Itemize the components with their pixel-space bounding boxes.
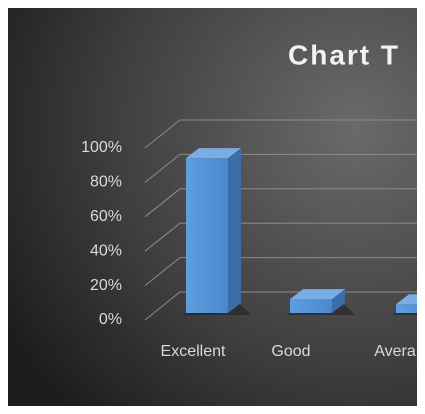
plot-area: Chart T 0% 20% 40% 60% 80% 100% Excellent Good A…: [81, 39, 417, 360]
x-tick-label: Good: [271, 343, 310, 360]
grid-line: [144, 188, 417, 218]
grid-line: [144, 257, 417, 286]
bar: [186, 158, 228, 313]
bar-top: [186, 148, 241, 159]
bar-top: [290, 289, 345, 300]
bar-side: [332, 289, 345, 313]
x-tick-label: Avera: [374, 343, 416, 360]
bar: [396, 304, 417, 313]
grid-line: [144, 222, 417, 252]
y-tick-label: 40%: [90, 242, 122, 259]
y-tick-label: 80%: [90, 174, 122, 191]
x-tick-label: Excellent: [161, 343, 226, 360]
chart-title: Chart T: [288, 39, 400, 70]
y-tick-label: 100%: [81, 139, 122, 156]
bar: [290, 299, 332, 313]
bar-top: [396, 294, 417, 305]
grid-line: [144, 153, 417, 183]
grid-line: [144, 119, 417, 149]
bar-side: [228, 148, 241, 313]
y-tick-label: 0%: [99, 311, 122, 328]
y-tick-label: 60%: [90, 208, 122, 225]
y-tick-label: 20%: [90, 277, 122, 294]
